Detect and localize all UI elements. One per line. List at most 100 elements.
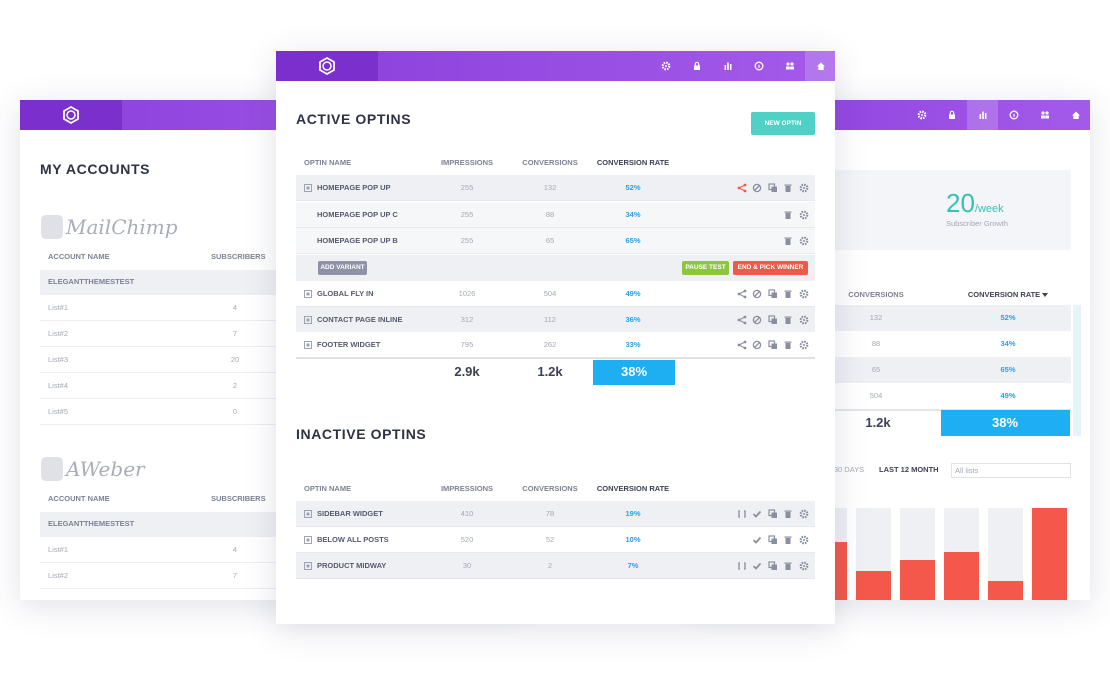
row-action[interactable] <box>751 339 763 351</box>
conversion-rate: 34% <box>625 210 641 219</box>
optin-name: PRODUCT MIDWAY <box>317 561 387 570</box>
row-action[interactable] <box>798 182 810 194</box>
row-action[interactable] <box>782 182 794 194</box>
optin-row <box>296 228 815 254</box>
row-action[interactable] <box>736 508 748 520</box>
optin-row <box>296 332 815 358</box>
impressions: 255 <box>460 183 474 192</box>
row-action[interactable] <box>736 182 748 194</box>
optin-type-icon <box>304 536 312 544</box>
row-action[interactable] <box>798 314 810 326</box>
provider-icon <box>41 457 63 481</box>
total-rate: 38% <box>620 364 648 379</box>
subscriber-count: 4 <box>232 303 238 312</box>
row-action[interactable] <box>798 235 810 247</box>
optin-name: CONTACT PAGE INLINE <box>317 315 403 324</box>
row-action[interactable] <box>767 314 779 326</box>
optin-row <box>296 307 815 333</box>
bar <box>944 552 979 600</box>
row-action[interactable] <box>798 209 810 221</box>
page-title: MY ACCOUNTS <box>40 161 151 177</box>
variant-button[interactable] <box>318 261 367 275</box>
bar <box>1032 508 1067 600</box>
row-action[interactable] <box>751 508 763 520</box>
row-action[interactable] <box>736 339 748 351</box>
conversion-rate: 49% <box>625 289 641 298</box>
row-action[interactable] <box>751 182 763 194</box>
sort-arrow[interactable] <box>1042 293 1048 298</box>
row-action[interactable] <box>798 339 810 351</box>
variant-button[interactable] <box>733 261 808 275</box>
total-rate: 38% <box>991 415 1019 430</box>
row-action[interactable] <box>751 314 763 326</box>
section-title: INACTIVE OPTINS <box>296 426 427 442</box>
row-action[interactable] <box>767 534 779 546</box>
conversions: 2 <box>547 561 553 570</box>
row-action[interactable] <box>782 235 794 247</box>
new-optin-button[interactable] <box>751 112 815 135</box>
optin-row <box>296 553 815 579</box>
row-divider <box>296 578 815 579</box>
row-divider <box>40 346 500 347</box>
row-action[interactable] <box>767 288 779 300</box>
conversions: 88 <box>871 339 881 348</box>
impressions: 520 <box>460 535 474 544</box>
table-row <box>830 305 1071 331</box>
row-action[interactable] <box>798 534 810 546</box>
nav-icon <box>949 110 955 119</box>
row-action[interactable] <box>798 288 810 300</box>
row-action[interactable] <box>767 182 779 194</box>
row-action[interactable] <box>782 209 794 221</box>
optin-name: BELOW ALL POSTS <box>317 535 389 544</box>
column-header: CONVERSIONS <box>848 290 904 299</box>
row-action[interactable] <box>751 288 763 300</box>
row-action[interactable] <box>782 314 794 326</box>
row-action[interactable] <box>782 508 794 520</box>
conversion-rate: 7% <box>627 561 639 570</box>
row-action[interactable] <box>767 339 779 351</box>
conversions: 65 <box>871 365 881 374</box>
row-action[interactable] <box>751 560 763 572</box>
row-action[interactable] <box>798 508 810 520</box>
row-action[interactable] <box>782 288 794 300</box>
impressions: 1026 <box>458 289 476 298</box>
total-rate-box <box>593 360 675 385</box>
row-action[interactable] <box>767 508 779 520</box>
total-conversions: 1.2k <box>865 415 891 430</box>
row-action[interactable] <box>736 560 748 572</box>
optin-name: HOMEPAGE POP UP <box>317 183 391 192</box>
column-header: OPTIN NAME <box>304 158 352 167</box>
column-header: CONVERSIONS <box>522 158 578 167</box>
variant-button-label: ADD VARIANT <box>320 264 365 271</box>
row-action[interactable] <box>736 288 748 300</box>
growth-unit: /week <box>974 203 1004 215</box>
nav-icon <box>724 62 732 70</box>
row-action[interactable] <box>736 314 748 326</box>
column-header: CONVERSIONS <box>522 484 578 493</box>
impressions: 30 <box>462 561 472 570</box>
subscriber-count: 2 <box>232 381 238 390</box>
provider-icon <box>41 215 63 239</box>
conversions: 52 <box>545 535 555 544</box>
list-name: List#5 <box>48 407 69 416</box>
nav-icon <box>1072 111 1080 119</box>
row-divider <box>296 552 815 553</box>
row-divider <box>296 526 815 527</box>
row-action[interactable] <box>782 339 794 351</box>
row-action[interactable] <box>751 534 763 546</box>
row-divider <box>296 253 815 254</box>
variant-button[interactable] <box>682 261 729 275</box>
row-action[interactable] <box>782 534 794 546</box>
impressions: 255 <box>460 236 474 245</box>
row-divider <box>40 372 500 373</box>
column-header: CONVERSION RATE <box>596 158 670 167</box>
row-action[interactable] <box>782 560 794 572</box>
conversions: 65 <box>545 236 555 245</box>
optin-type-icon <box>304 510 312 518</box>
subscriber-count: 7 <box>232 571 238 580</box>
row-action[interactable] <box>798 560 810 572</box>
conversions: 132 <box>869 313 883 322</box>
row-action[interactable] <box>767 560 779 572</box>
account-name: ELEGANTTHEMESTEST <box>48 277 135 286</box>
column-header: IMPRESSIONS <box>440 158 494 167</box>
